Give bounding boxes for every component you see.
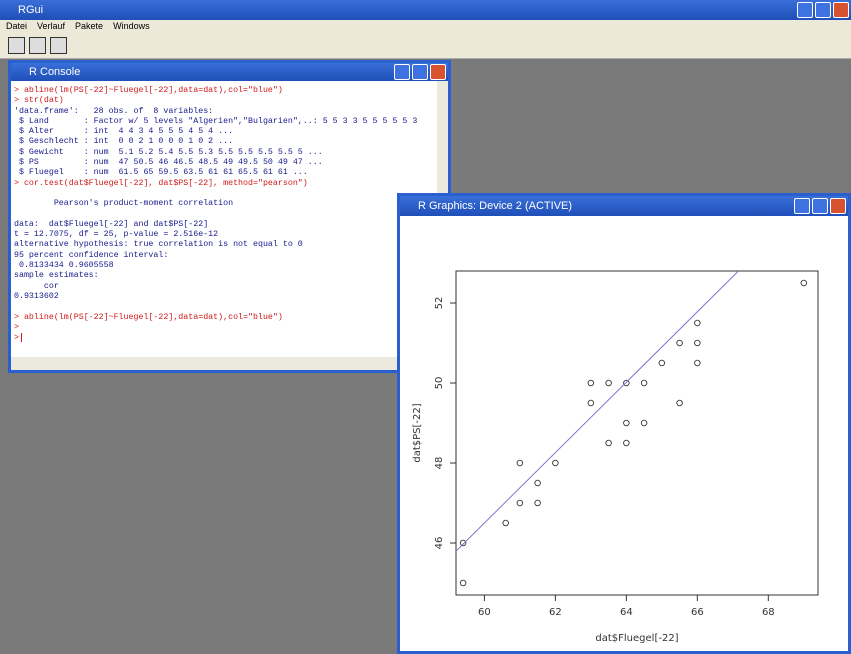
maximize[interactable]: [815, 2, 831, 18]
point: [516, 499, 524, 507]
console-line: $ Alter : int 4 4 3 4 5 5 5 4 5 4 ...: [14, 127, 234, 137]
point: [676, 399, 683, 407]
point: [623, 379, 630, 387]
menu-bar: Datei Verlauf Pakete Windows: [0, 20, 851, 33]
console-line: data: dat$Fluegel[-22] and dat$PS[-22]: [14, 219, 209, 229]
minimize[interactable]: [394, 64, 410, 80]
menu-item[interactable]: Verlauf: [37, 21, 66, 31]
maximize[interactable]: [412, 64, 428, 80]
point: [623, 439, 630, 447]
point: [640, 379, 648, 387]
console-line: Pearson's product-moment correlation: [14, 199, 234, 209]
point: [552, 459, 559, 467]
console-line: > abline(lm(PS[-22]~Fluegel[-22],data=da…: [14, 312, 283, 322]
console-line: $ PS : num 47 50.5 46 46.5 48.5 49 49.5 …: [14, 158, 323, 168]
menu-item[interactable]: Datei: [6, 21, 28, 31]
console-line: sample estimates:: [14, 271, 99, 281]
x-tick-label: 64: [620, 607, 633, 618]
console-line: $ Fluegel : num 61.5 65 59.5 63.5 61 61 …: [14, 168, 308, 178]
console-line: $ Geschlecht : int 0 0 2 1 0 0 0 1 0 2 .…: [14, 137, 234, 147]
console-line: [14, 210, 436, 220]
point: [516, 459, 524, 467]
console-line: >: [14, 322, 19, 332]
minimize[interactable]: [797, 2, 813, 18]
point: [694, 319, 701, 327]
console-title-bar: R Console: [11, 63, 448, 81]
regression-line: [456, 271, 740, 552]
tool-button[interactable]: [29, 37, 46, 54]
y-tick-label: 46: [434, 537, 445, 550]
console-line: [14, 189, 436, 199]
toolbar: [0, 33, 851, 59]
x-tick-label: 60: [478, 607, 491, 618]
console-line: > cor.test(dat$Fluegel[-22], dat$PS[-22]…: [14, 178, 308, 188]
point: [587, 399, 595, 407]
y-tick-label: 52: [434, 297, 445, 310]
graphics-title-bar: R Graphics: Device 2 (ACTIVE): [400, 196, 848, 216]
close[interactable]: [833, 2, 849, 18]
x-tick-label: 66: [691, 607, 704, 618]
point: [534, 479, 541, 487]
point: [587, 379, 595, 387]
graphics-window: R Graphics: Device 2 (ACTIVE) 60 62 64 66 68…: [397, 193, 851, 654]
cursor: [20, 333, 22, 343]
y-tick-label: 48: [434, 457, 445, 470]
console-line: > str(dat): [14, 96, 64, 106]
console-line: 0.9313602: [14, 291, 59, 301]
app-title: RGui: [18, 4, 44, 16]
app-title-bar: RGui: [0, 0, 851, 20]
console-line: 0.8133434 0.9605558: [14, 261, 114, 271]
point: [534, 499, 541, 507]
menu-item[interactable]: Pakete: [75, 21, 104, 31]
console-line: $ Gewicht : num 5.1 5.2 5.4 5.5 5.3 5.5 …: [14, 147, 323, 157]
point: [676, 339, 683, 347]
y-axis-label: dat$PS[-22]: [412, 403, 423, 462]
point: [694, 339, 701, 347]
graphics-title: R Graphics: Device 2 (ACTIVE): [418, 200, 573, 212]
maximize[interactable]: [812, 198, 828, 214]
console-line: >: [14, 333, 436, 343]
x-tick-label: 62: [549, 607, 562, 618]
point: [502, 519, 509, 527]
plot-box: [455, 270, 819, 596]
point: [605, 379, 612, 387]
tool-button[interactable]: [8, 37, 25, 54]
point: [459, 539, 467, 547]
plot: 60 62 64 66 68 46 48 50 52 dat$Fluegel[-22] dat$PS…: [412, 270, 819, 644]
point: [658, 359, 666, 367]
horizontal-scrollbar[interactable]: [11, 357, 448, 370]
menu-item[interactable]: Windows: [113, 21, 150, 31]
console-line: cor: [14, 281, 59, 291]
close[interactable]: [430, 64, 446, 80]
point: [640, 419, 648, 427]
minimize[interactable]: [794, 198, 810, 214]
x-tick-label: 68: [762, 607, 775, 618]
console-title: R Console: [29, 66, 81, 78]
point: [800, 279, 808, 287]
console-line: $ Land : Factor w/ 5 levels "Algerien","…: [14, 116, 418, 126]
console-window: R Console > abline(lm(PS[-22]~Fluegel[-2…: [8, 60, 451, 373]
close[interactable]: [830, 198, 846, 214]
point: [605, 439, 612, 447]
console-line: 'data.frame': 28 obs. of 8 variables:: [14, 106, 214, 116]
point: [459, 579, 467, 587]
x-axis-label: dat$Fluegel[-22]: [595, 633, 678, 644]
console-line: [14, 302, 436, 312]
tool-button[interactable]: [50, 37, 67, 54]
point: [694, 359, 701, 367]
console-line: t = 12.7075, df = 25, p-value = 2.516e-1…: [14, 230, 219, 240]
y-tick-label: 50: [434, 377, 445, 390]
console-line: alternative hypothesis: true correlation…: [14, 240, 303, 250]
console-line: > abline(lm(PS[-22]~Fluegel[-22],data=da…: [14, 86, 283, 95]
console-line: 95 percent confidence interval:: [14, 250, 169, 260]
point: [623, 419, 630, 427]
console-output[interactable]: > abline(lm(PS[-22]~Fluegel[-22],data=da…: [14, 83, 436, 356]
